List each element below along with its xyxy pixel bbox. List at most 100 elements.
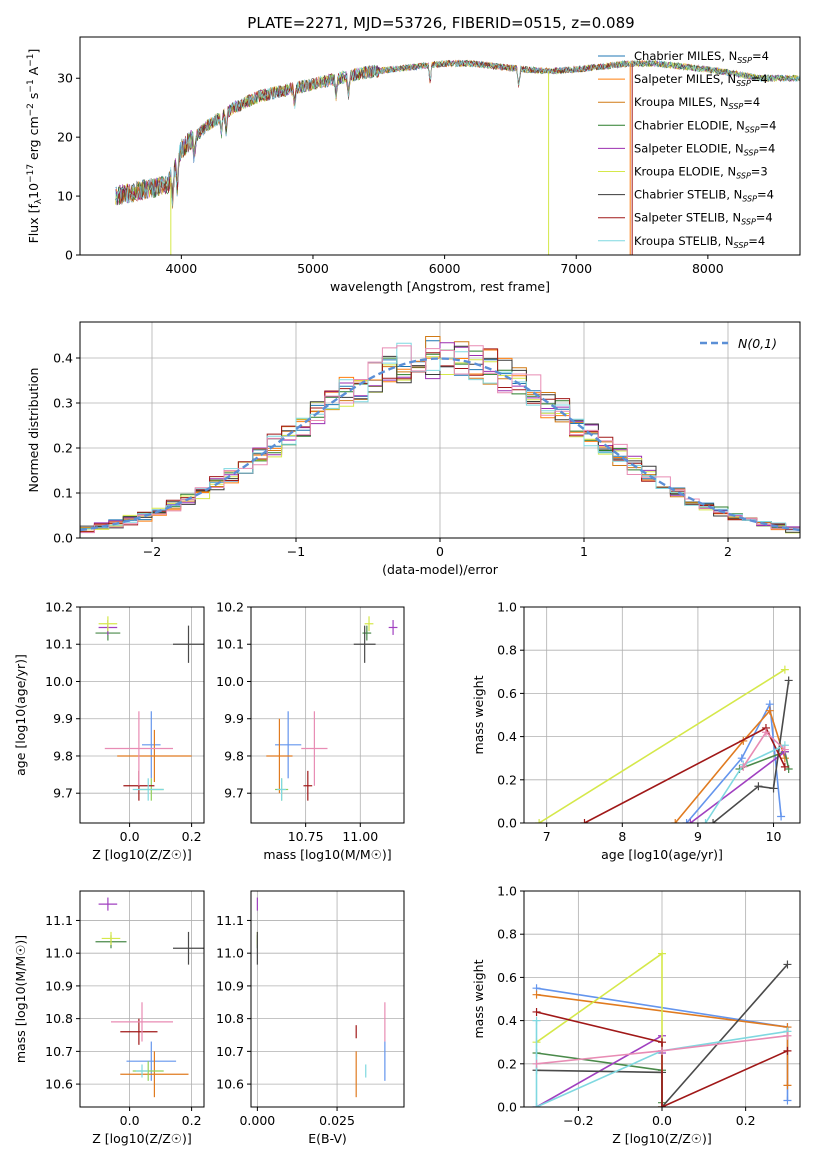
weight-marker [686, 819, 695, 823]
x-tick-label: 8000 [692, 261, 724, 276]
x-tick-label: 0.0 [120, 829, 140, 844]
weight-series [674, 709, 786, 823]
y-tick-label: 10.9 [216, 978, 244, 993]
axes-scatter-6: 0.000 0.025 10.6 10.7 10.8 10.9 11.0 11.1 E(B-V) [216, 891, 404, 1146]
weight-marker [780, 762, 789, 771]
weight-series [689, 751, 786, 823]
x-tick-label: 5000 [297, 261, 329, 276]
axes-scatter-2: 0.0 0.2 9.7 9.8 9.9 10.0 10.1 10.2 Z [log10(Z/Z☉… [13, 600, 204, 862]
x-tick-label: 0 [436, 544, 444, 559]
weight-series [536, 1011, 788, 1107]
axes-residuals: −2 −1 0 1 2 0.0 0.1 0.2 0.3 0.4 (data-model)/error… [26, 322, 800, 577]
legend: Chabrier MILES, NSSP=4 Salpeter MILES, NS… [598, 49, 776, 250]
y-tick-label: 9.9 [53, 711, 73, 726]
x-tick-label: 2 [724, 544, 732, 559]
x-tick-label: 7 [543, 829, 551, 844]
weight-marker [658, 1046, 666, 1055]
x-tick-label: 0.0 [120, 1113, 140, 1128]
y-tick-label: 11.1 [216, 913, 244, 928]
y-tick-label: 0.1 [53, 486, 73, 501]
x-tick-label: 0.2 [182, 1113, 202, 1128]
weight-marker [701, 819, 710, 823]
weight-lines [532, 949, 792, 1107]
x-tick-label: 9 [694, 829, 702, 844]
x-tick-label: 0.2 [736, 1113, 756, 1128]
errorbar-points [95, 616, 204, 801]
y-tick-label: 0.2 [497, 1056, 517, 1071]
scatter-frame-3 [250, 606, 405, 824]
x-tick-label: −0.2 [563, 1113, 593, 1128]
weight-marker [739, 762, 748, 771]
y-tick-label: 10.8 [45, 1011, 73, 1026]
histogram-series [80, 345, 800, 535]
y-tick-label: 9.8 [53, 748, 73, 763]
weight-marker [532, 990, 541, 999]
y-tick-label: 9.7 [53, 786, 73, 801]
spectrum-frame [79, 36, 801, 256]
normal-curve [80, 357, 800, 532]
weight-marker [658, 1103, 666, 1107]
y-tick-label: 0.4 [497, 729, 517, 744]
scatter-frame-5 [79, 890, 205, 1108]
legend-label: Chabrier MILES, NSSP=4 [634, 49, 769, 65]
y-tick-label: 10 [57, 189, 73, 204]
weight-marker [783, 960, 792, 969]
y-tick-label: 10.1 [216, 637, 244, 652]
spectrum-lines [115, 59, 800, 255]
y-tick-label: 30 [57, 71, 73, 86]
weight-series [538, 668, 786, 823]
weight-marker [535, 819, 544, 823]
y-tick-label: 10.9 [45, 978, 73, 993]
weight-frame-4 [523, 606, 801, 824]
weight-marker [737, 754, 746, 763]
weight-marker [532, 1016, 541, 1025]
y-tick-label: 0.4 [53, 351, 73, 366]
weight-marker [682, 819, 691, 823]
y-tick-label: 10.8 [216, 1011, 244, 1026]
weight-marker [761, 728, 770, 737]
weight-marker [580, 819, 589, 823]
errorbar-points [95, 897, 204, 1098]
residuals-frame [79, 321, 801, 539]
y-tick-label: 0.6 [497, 970, 517, 985]
axes-spectrum: 4000 5000 6000 7000 8000 0 10 20 30 wavelength [A… [57, 71, 724, 294]
x-tick-label: 6000 [429, 261, 461, 276]
y-tick-label: 11.0 [45, 946, 73, 961]
x-axis-label: E(B-V) [308, 1131, 347, 1146]
x-axis-label: age [log10(age/yr)] [601, 847, 723, 862]
legend-label: Kroupa ELODIE, NSSP=3 [634, 165, 768, 181]
y-tick-label: 0.0 [497, 816, 517, 831]
x-tick-label: 1 [580, 544, 588, 559]
legend-label: Salpeter ELODIE, NSSP=4 [634, 141, 775, 157]
y-tick-label: 20 [57, 130, 73, 145]
y-tick-label: 9.8 [224, 748, 244, 763]
x-axis-label: Z [log10(Z/Z☉)] [92, 847, 192, 862]
y-tick-label: 10.0 [45, 674, 73, 689]
x-tick-label: 7000 [560, 261, 592, 276]
weight-marker [709, 819, 718, 823]
weight-series [712, 680, 790, 823]
y-tick-label: 0.3 [53, 396, 73, 411]
legend-label: Chabrier ELODIE, NSSP=4 [634, 118, 776, 134]
y-tick-label: 11.0 [216, 946, 244, 961]
y-axis-label: mass weight [471, 959, 486, 1038]
weight-marker [658, 1038, 666, 1047]
weight-marker [783, 1031, 792, 1040]
y-axis-label: mass weight [471, 675, 486, 754]
x-axis-label: Z [log10(Z/Z☉)] [92, 1131, 192, 1146]
y-axis-label: mass [log10(M/M☉)] [13, 935, 28, 1063]
x-axis-label: (data-model)/error [382, 562, 499, 577]
weight-marker [532, 1007, 541, 1016]
scatter-frame-2 [79, 606, 205, 824]
weight-marker [784, 676, 793, 685]
y-tick-label: 1.0 [497, 884, 517, 899]
y-tick-label: 10.6 [45, 1077, 73, 1092]
y-tick-label: 10.7 [216, 1044, 244, 1059]
y-tick-label: 0.2 [497, 772, 517, 787]
x-axis-label: mass [log10(M/M☉)] [263, 847, 391, 862]
x-tick-label: 4000 [165, 261, 197, 276]
spectrum-series-8 [117, 59, 629, 206]
y-tick-label: 0.8 [497, 927, 517, 942]
y-axis-label: Normed distribution [26, 368, 41, 493]
